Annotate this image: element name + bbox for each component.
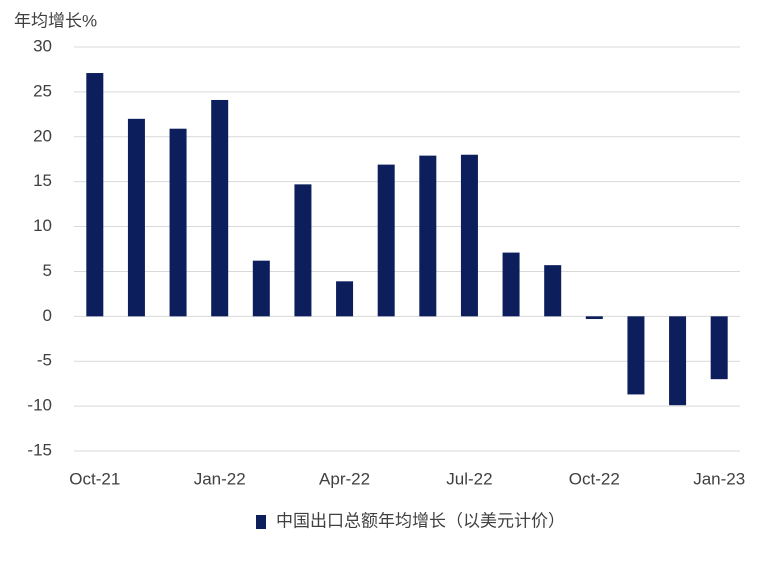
y-tick-label: -10	[27, 396, 52, 415]
bar	[336, 281, 354, 317]
bar	[419, 155, 437, 317]
bar	[211, 99, 229, 317]
x-tick-label: Jul-22	[446, 469, 492, 488]
bar	[252, 260, 270, 317]
y-tick-label: -15	[27, 440, 52, 459]
y-tick-label: 0	[43, 306, 52, 325]
bar	[377, 164, 395, 317]
y-tick-label: 10	[33, 216, 52, 235]
bar	[294, 184, 312, 317]
x-tick-label: Jan-22	[194, 469, 246, 488]
bar	[169, 128, 187, 317]
bar	[460, 154, 478, 317]
bar	[86, 73, 104, 317]
y-tick-label: 15	[33, 171, 52, 190]
bar	[544, 265, 562, 317]
bar	[710, 316, 728, 380]
bar	[585, 316, 603, 320]
y-tick-label: 20	[33, 126, 52, 145]
bar	[627, 316, 645, 395]
y-tick-label: -5	[37, 351, 52, 370]
y-tick-label: 25	[33, 81, 52, 100]
y-tick-label: 30	[33, 36, 52, 55]
x-tick-label: Apr-22	[319, 469, 370, 488]
y-tick-label: 5	[43, 261, 52, 280]
x-tick-label: Oct-21	[69, 469, 120, 488]
x-tick-label: Jan-23	[693, 469, 745, 488]
legend-swatch	[256, 515, 266, 529]
bar	[127, 118, 145, 317]
legend-label: 中国出口总额年均增长（以美元计价）	[276, 511, 565, 530]
bar	[669, 316, 687, 406]
y-axis-label: 年均增长%	[14, 11, 97, 30]
bar	[502, 252, 520, 317]
x-tick-label: Oct-22	[569, 469, 620, 488]
